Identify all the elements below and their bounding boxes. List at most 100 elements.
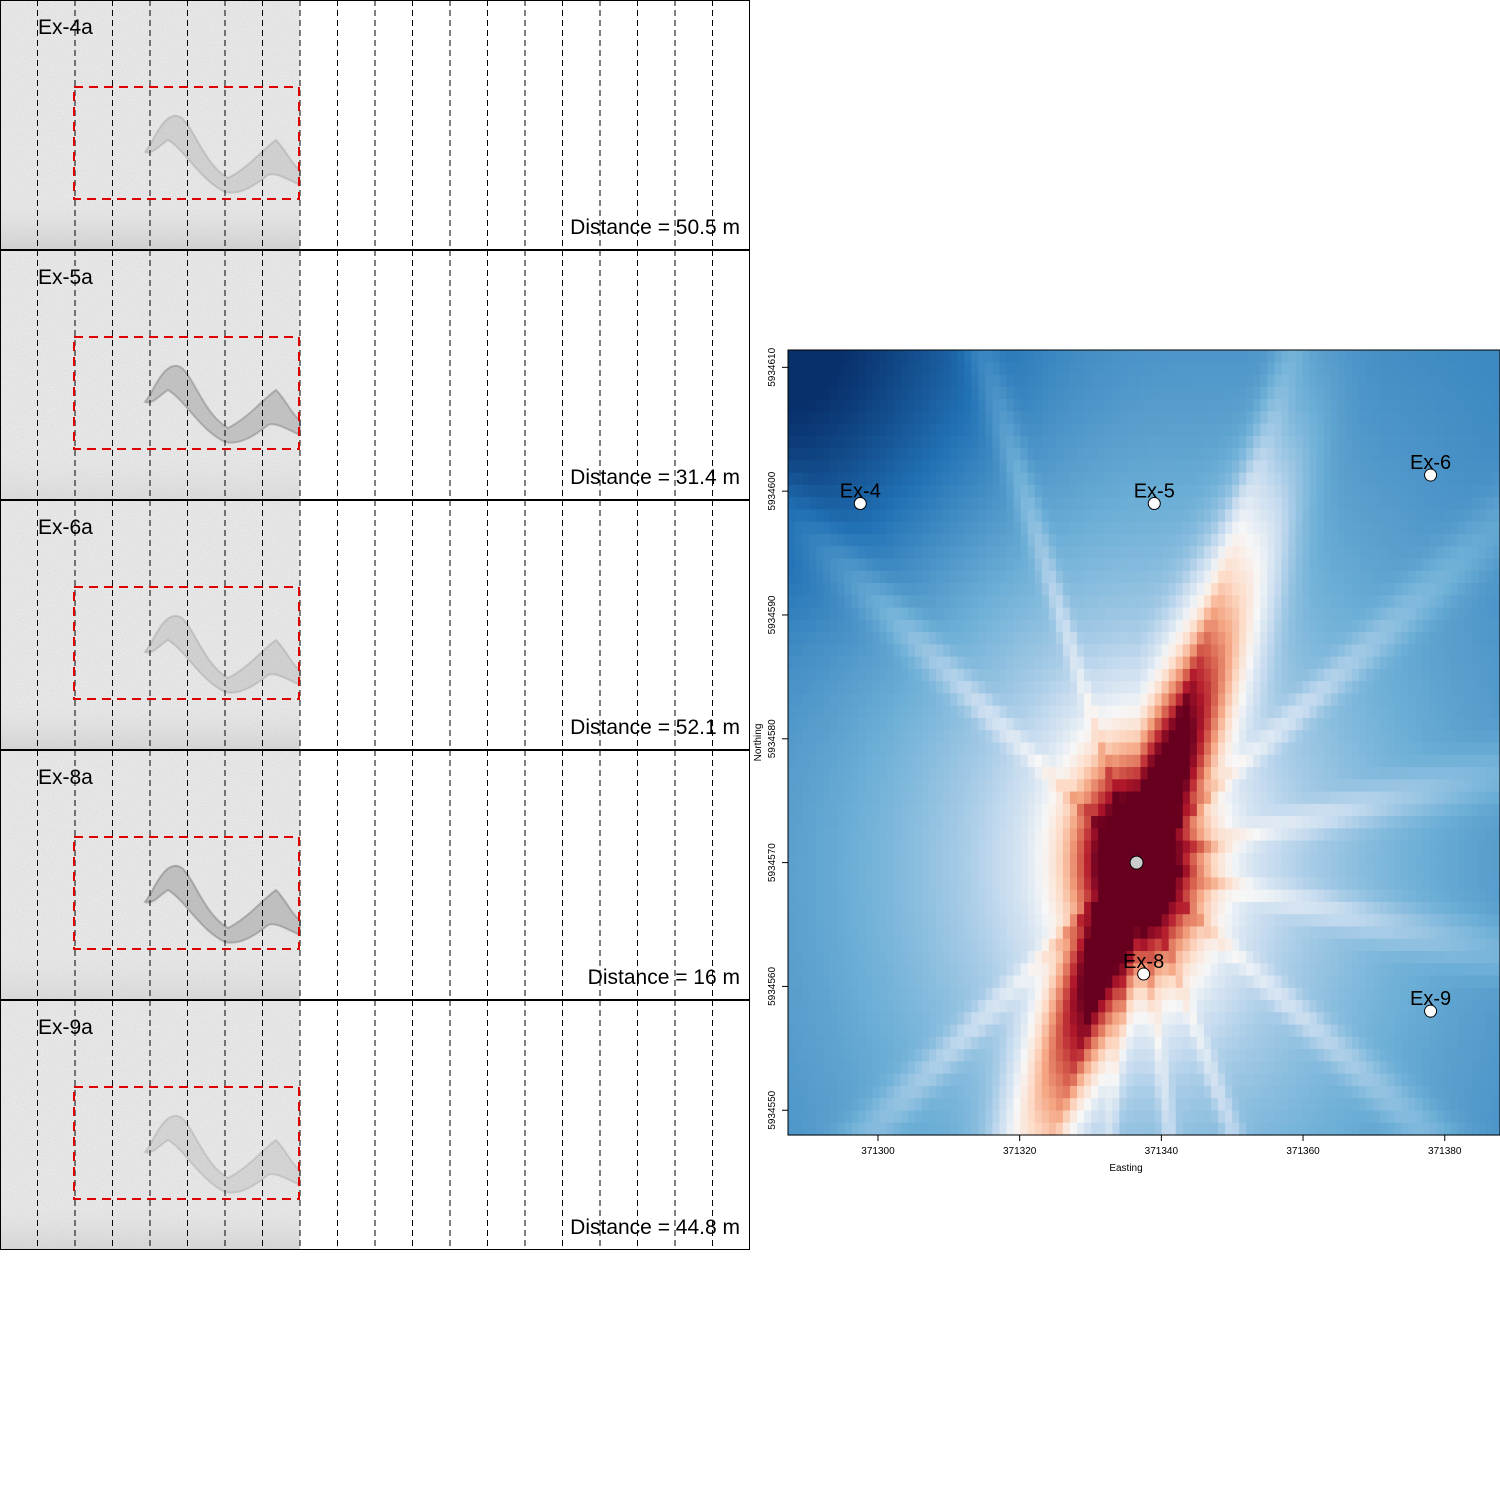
heatmap-cell bbox=[1246, 877, 1254, 891]
heatmap-cell bbox=[1006, 460, 1015, 474]
heatmap-cell bbox=[928, 791, 937, 805]
heatmap-cell bbox=[1429, 656, 1438, 670]
heatmap-cell bbox=[795, 399, 803, 412]
heatmap-cell bbox=[1133, 411, 1142, 425]
heatmap-cell bbox=[802, 816, 810, 829]
heatmap-cell bbox=[1295, 435, 1304, 449]
heatmap-cell bbox=[1337, 840, 1346, 854]
heatmap-cell bbox=[978, 399, 986, 412]
heatmap-cell bbox=[886, 448, 895, 461]
heatmap-cell bbox=[1344, 681, 1353, 695]
heatmap-cell bbox=[1161, 644, 1170, 658]
heatmap-cell bbox=[1394, 583, 1402, 596]
heatmap-cell bbox=[1457, 681, 1466, 695]
heatmap-cell bbox=[1323, 386, 1332, 400]
heatmap-cell bbox=[1154, 374, 1163, 388]
heatmap-cell bbox=[809, 803, 817, 817]
heatmap-cell bbox=[1133, 472, 1142, 486]
heatmap-cell bbox=[1267, 521, 1276, 535]
heatmap-cell bbox=[1133, 877, 1142, 891]
heatmap-cell bbox=[823, 619, 831, 633]
heatmap-cell bbox=[1182, 460, 1191, 474]
heatmap-cell bbox=[1203, 374, 1212, 388]
heatmap-cell bbox=[1055, 583, 1064, 596]
heatmap-cell bbox=[964, 509, 972, 523]
heatmap-cell bbox=[1048, 730, 1057, 744]
heatmap-cell bbox=[1189, 435, 1198, 449]
heatmap-cell bbox=[1373, 791, 1381, 805]
heatmap-cell bbox=[1168, 423, 1177, 437]
heatmap-cell bbox=[1168, 619, 1177, 633]
heatmap-cell bbox=[1084, 668, 1092, 682]
heatmap-cell bbox=[1380, 803, 1388, 817]
heatmap-cell bbox=[985, 435, 994, 449]
heatmap-cell bbox=[1020, 374, 1029, 388]
heatmap-cell bbox=[830, 533, 838, 547]
heatmap-cell bbox=[1006, 570, 1015, 584]
heatmap-cell bbox=[1077, 705, 1085, 719]
heatmap-cell bbox=[1429, 803, 1438, 817]
heatmap-cell bbox=[1478, 570, 1487, 584]
heatmap-cell bbox=[921, 828, 930, 842]
heatmap-cell bbox=[985, 754, 994, 768]
heatmap-cell bbox=[978, 742, 986, 756]
heatmap-cell bbox=[1401, 386, 1409, 400]
heatmap-cell bbox=[1232, 423, 1240, 437]
heatmap-cell bbox=[1450, 668, 1459, 682]
heatmap-cell bbox=[1288, 497, 1297, 511]
heatmap-cell bbox=[830, 423, 838, 437]
heatmap-cell bbox=[1062, 484, 1071, 498]
heatmap-cell bbox=[823, 411, 831, 425]
heatmap-cell bbox=[921, 460, 930, 474]
heatmap-cell bbox=[1415, 386, 1424, 400]
heatmap-cell bbox=[1175, 693, 1184, 707]
heatmap-cell bbox=[809, 399, 817, 412]
heatmap-cell bbox=[1105, 656, 1113, 670]
heatmap-cell bbox=[1366, 730, 1374, 744]
heatmap-cell bbox=[1112, 644, 1120, 658]
heatmap-cell bbox=[795, 362, 803, 376]
heatmap-cell bbox=[1415, 607, 1424, 621]
heatmap-cell bbox=[1091, 350, 1099, 363]
heatmap-cell bbox=[1373, 595, 1381, 609]
heatmap-cell bbox=[1098, 742, 1106, 756]
heatmap-cell bbox=[1380, 509, 1388, 523]
heatmap-cell bbox=[1246, 656, 1254, 670]
heatmap-cell bbox=[1457, 852, 1466, 866]
heatmap-cell bbox=[1239, 705, 1247, 719]
heatmap-cell bbox=[1077, 840, 1085, 854]
heatmap-cell bbox=[865, 877, 874, 891]
heatmap-cell bbox=[1055, 914, 1064, 928]
heatmap-cell bbox=[823, 717, 831, 731]
heatmap-cell bbox=[1457, 693, 1466, 707]
heatmap-cell bbox=[1084, 521, 1092, 535]
heatmap-cell bbox=[1084, 865, 1092, 879]
heatmap-cell bbox=[1408, 472, 1417, 486]
heatmap-cell bbox=[964, 840, 972, 854]
heatmap-cell bbox=[1429, 901, 1438, 915]
heatmap-cell bbox=[1175, 791, 1184, 805]
panel-border bbox=[0, 250, 750, 500]
heatmap-cell bbox=[1189, 767, 1198, 780]
heatmap-cell bbox=[1267, 583, 1276, 596]
heatmap-cell bbox=[936, 521, 944, 535]
heatmap-cell bbox=[858, 472, 867, 486]
heatmap-cell bbox=[865, 411, 874, 425]
heatmap-cell bbox=[907, 852, 916, 866]
heatmap-cell bbox=[1323, 533, 1332, 547]
heatmap-cell bbox=[936, 852, 944, 866]
heatmap-cell bbox=[1203, 828, 1212, 842]
heatmap-cell bbox=[1084, 411, 1092, 425]
heatmap-cell bbox=[1415, 779, 1424, 793]
heatmap-cell bbox=[921, 570, 930, 584]
heatmap-cell bbox=[1027, 742, 1036, 756]
heatmap-cell bbox=[1253, 742, 1261, 756]
heatmap-cell bbox=[879, 472, 888, 486]
heatmap-cell bbox=[1422, 460, 1431, 474]
heatmap-cell bbox=[985, 558, 994, 572]
heatmap-cell bbox=[1380, 889, 1388, 903]
heatmap-cell bbox=[1218, 607, 1226, 621]
heatmap-cell bbox=[1062, 607, 1071, 621]
heatmap-cell bbox=[1119, 693, 1127, 707]
heatmap-cell bbox=[816, 644, 824, 658]
